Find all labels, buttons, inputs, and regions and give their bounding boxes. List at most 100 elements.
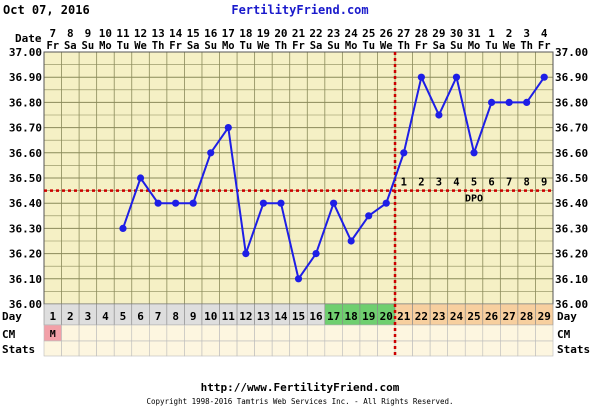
cycle-day-label: 11 <box>222 310 236 323</box>
temperature-point <box>312 250 320 258</box>
date-label: 20 <box>274 27 287 40</box>
temperature-point <box>382 199 390 207</box>
weekday-label: Th <box>275 40 288 52</box>
cm-cell <box>342 324 361 342</box>
temperature-point <box>347 237 355 245</box>
temperature-point <box>365 212 373 220</box>
cm-label: M <box>50 329 56 340</box>
date-label: 12 <box>134 27 147 40</box>
cm-cell <box>289 324 308 342</box>
date-label: 28 <box>415 27 428 40</box>
temperature-point <box>207 149 215 157</box>
y-tick-right: 36.60 <box>555 147 588 160</box>
cm-cell <box>306 324 326 342</box>
date-label: 25 <box>362 27 375 40</box>
stats-cell <box>394 340 413 357</box>
cm-cell <box>184 324 203 342</box>
cm-cell <box>359 324 378 342</box>
weekday-label: Mo <box>468 40 481 52</box>
cycle-day-label: 23 <box>432 310 445 323</box>
footer-url[interactable]: http://www.FertilityFriend.com <box>201 381 400 394</box>
temperature-point <box>487 98 496 106</box>
stats-cell <box>271 340 291 357</box>
stats-cell <box>359 340 378 357</box>
temperature-point <box>330 199 338 207</box>
cm-cell <box>113 324 133 342</box>
temperature-point <box>189 199 197 207</box>
date-label: 17 <box>222 27 235 40</box>
dpo-number: 4 <box>453 177 459 189</box>
stats-cell <box>342 340 361 357</box>
cm-cell <box>535 324 554 342</box>
dpo-number: 1 <box>401 177 407 189</box>
dpo-label: DPO <box>465 194 483 205</box>
weekday-label: Fr <box>46 40 59 52</box>
site-title[interactable]: FertilityFriend.com <box>231 3 368 17</box>
footer-copyright: Copyright 1998-2016 Tamtris Web Services… <box>146 397 453 406</box>
stats-cell <box>377 340 396 357</box>
weekday-label: Fr <box>415 40 428 52</box>
temperature-point <box>452 73 461 81</box>
dpo-number: 9 <box>541 177 547 189</box>
stats-cell <box>149 340 168 357</box>
y-tick-left: 36.60 <box>9 147 42 160</box>
weekday-label: Th <box>152 40 165 52</box>
stats-cell <box>184 340 203 357</box>
cycle-day-label: 12 <box>239 310 252 323</box>
cycle-day-label: 16 <box>309 310 323 323</box>
date-label: 8 <box>67 27 74 40</box>
cycle-day-label: 8 <box>172 310 179 323</box>
weekday-label: Tu <box>485 40 498 52</box>
stats-row-label-right: Stats <box>557 343 590 356</box>
cycle-day-label: 20 <box>380 310 393 323</box>
cm-cell <box>271 324 291 342</box>
date-label: 11 <box>116 27 130 40</box>
date-label: 26 <box>380 27 394 40</box>
stats-cell <box>500 340 519 357</box>
weekday-label: Sa <box>64 40 77 52</box>
cm-cell <box>324 324 343 342</box>
cycle-day-label: 10 <box>204 310 217 323</box>
y-tick-left: 36.00 <box>9 298 42 311</box>
temperature-point <box>172 199 180 207</box>
cycle-day-label: 28 <box>520 310 533 323</box>
cm-cell <box>517 324 536 342</box>
weekday-label: Fr <box>538 40 551 52</box>
stats-cell <box>236 340 255 357</box>
cm-cell <box>500 324 519 342</box>
stats-cell <box>412 340 431 357</box>
y-tick-left: 36.30 <box>9 222 42 235</box>
stats-cell <box>482 340 501 357</box>
cm-row-label-right: CM <box>557 328 571 341</box>
temperature-point <box>400 149 408 157</box>
dpo-number: 8 <box>524 177 530 189</box>
weekday-label: We <box>134 40 147 52</box>
cm-cell <box>131 324 150 342</box>
cm-cell <box>236 324 255 342</box>
y-tick-left: 36.20 <box>9 248 42 261</box>
date-label: 30 <box>450 27 463 40</box>
y-tick-left: 36.10 <box>9 273 42 286</box>
chart-date: Oct 07, 2016 <box>3 3 90 17</box>
cm-cell <box>219 324 238 342</box>
date-label: 15 <box>187 27 200 40</box>
y-tick-left: 36.90 <box>9 71 42 84</box>
temperature-point <box>154 199 162 207</box>
y-tick-left: 36.80 <box>9 96 42 109</box>
stats-cell <box>306 340 326 357</box>
temperature-point <box>417 73 425 81</box>
weekday-label: Tu <box>240 40 253 52</box>
cm-cell <box>482 324 501 342</box>
date-label: 21 <box>292 27 306 40</box>
temperature-point <box>505 98 513 106</box>
date-label: 31 <box>467 27 481 40</box>
y-tick-right: 36.00 <box>555 298 588 311</box>
cm-cell <box>254 324 273 342</box>
date-label: 2 <box>506 27 513 40</box>
date-label: 3 <box>523 27 530 40</box>
date-label: 14 <box>169 27 183 40</box>
date-label: 23 <box>327 27 340 40</box>
stats-cell <box>113 340 133 357</box>
stats-cell <box>289 340 308 357</box>
date-label: 19 <box>257 27 270 40</box>
